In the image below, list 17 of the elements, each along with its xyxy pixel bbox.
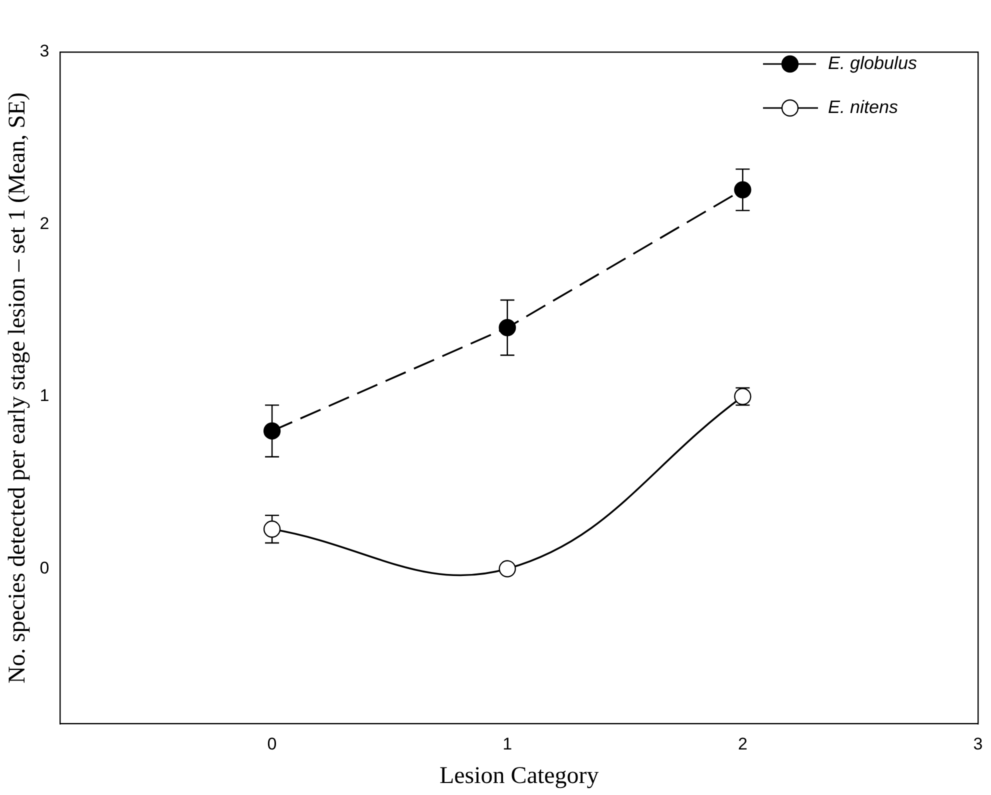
x-tick-label: 0 [267, 734, 277, 754]
y-axis-title: No. species detected per early stage lesion – set 1 (Mean, SE) [4, 92, 31, 684]
y-tick-label: 0 [40, 558, 50, 578]
point [734, 181, 752, 198]
x-tick-label: 3 [973, 734, 983, 754]
y-tick-label: 2 [40, 214, 50, 233]
point [263, 422, 281, 440]
x-tick-label: 2 [738, 734, 748, 754]
point [263, 520, 281, 538]
point [498, 319, 516, 336]
point [498, 560, 516, 578]
y-tick-label: 1 [40, 386, 50, 406]
legend-label: E. nitens [828, 97, 898, 117]
y-tick-label: 3 [40, 42, 50, 61]
x-axis-title: Lesion Category [439, 762, 599, 789]
legend-label: E. globulus [828, 53, 918, 73]
x-tick-label: 1 [502, 734, 512, 754]
